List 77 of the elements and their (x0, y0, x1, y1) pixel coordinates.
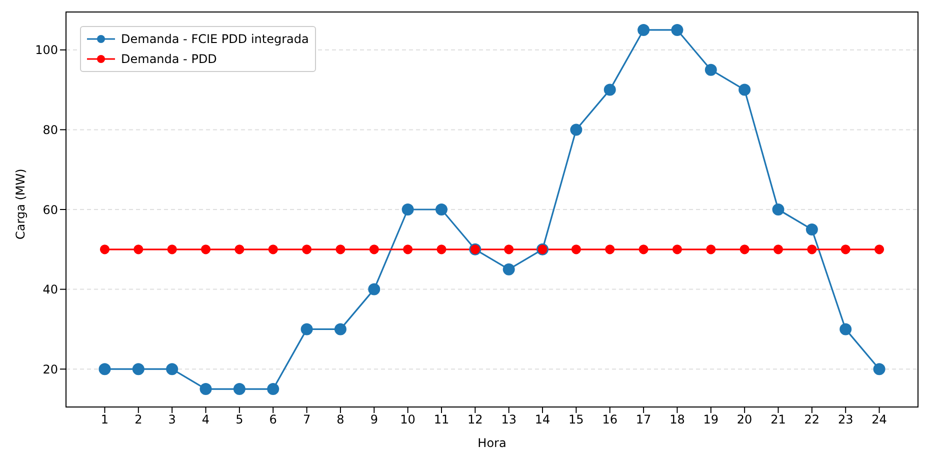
point (302, 244, 312, 254)
x-tick-label: 23 (838, 412, 854, 427)
x-tick-label: 17 (636, 412, 652, 427)
point (740, 244, 750, 254)
point (773, 244, 784, 254)
point (336, 244, 346, 254)
point (233, 383, 246, 396)
x-tick-label: 10 (400, 412, 416, 427)
x-tick-label: 16 (602, 412, 618, 427)
point (167, 244, 177, 254)
point (402, 204, 414, 216)
point (873, 363, 886, 376)
point (604, 84, 616, 96)
point (672, 244, 682, 254)
point (403, 244, 413, 254)
x-tick-label: 3 (168, 412, 176, 427)
y-tick-label: 60 (42, 202, 58, 217)
x-tick-label: 22 (804, 412, 820, 427)
x-tick-label: 9 (370, 412, 378, 427)
x-tick-label: 1 (100, 412, 109, 427)
x-tick-label: 14 (534, 412, 550, 427)
y-tick-label: 40 (42, 282, 58, 297)
point (706, 244, 716, 254)
x-tick-label: 6 (269, 412, 277, 427)
x-tick-label: 15 (568, 412, 584, 427)
x-tick-label: 11 (434, 412, 450, 427)
point (571, 244, 581, 254)
point (268, 244, 278, 254)
x-tick-label: 8 (336, 412, 344, 427)
point (200, 383, 212, 396)
point (807, 244, 817, 254)
legend-label: Demanda - FCIE PDD integrada (121, 31, 309, 48)
point (704, 64, 717, 76)
x-tick-label: 20 (736, 412, 752, 427)
point (738, 84, 751, 96)
point (166, 363, 178, 376)
x-tick-label: 7 (302, 412, 311, 427)
x-tick-label: 12 (468, 412, 483, 427)
point (840, 244, 850, 254)
point (436, 244, 446, 254)
point (300, 323, 313, 336)
point (334, 323, 346, 336)
x-tick-label: 13 (501, 412, 516, 427)
point (840, 323, 852, 336)
point (504, 244, 514, 254)
point (605, 244, 615, 254)
x-axis-title: Hora (478, 436, 506, 450)
x-tick-label: 19 (703, 412, 719, 427)
point (98, 363, 111, 376)
point (435, 204, 448, 216)
point (772, 204, 784, 216)
point (234, 244, 244, 254)
point (100, 244, 110, 254)
point (671, 24, 684, 36)
point (368, 283, 380, 296)
legend-label: Demanda - PDD (121, 51, 217, 68)
point (806, 223, 818, 236)
point (502, 263, 515, 276)
x-tick-label: 24 (872, 412, 887, 427)
x-tick-label: 21 (770, 412, 786, 427)
x-tick-label: 18 (670, 412, 685, 427)
point (132, 363, 144, 376)
point (874, 244, 884, 254)
y-axis-title: Carga (MW) (13, 168, 28, 240)
y-tick-label: 100 (35, 43, 58, 58)
y-tick-label: 20 (42, 362, 58, 376)
x-tick-label: 2 (134, 412, 142, 427)
point (570, 124, 582, 136)
x-tick-label: 4 (202, 412, 210, 427)
point (638, 24, 650, 36)
point (134, 244, 144, 254)
point (267, 383, 280, 396)
point (638, 244, 648, 254)
point (200, 244, 211, 254)
x-tick-label: 5 (236, 412, 244, 427)
y-tick-label: 80 (42, 122, 58, 137)
point (369, 244, 379, 254)
